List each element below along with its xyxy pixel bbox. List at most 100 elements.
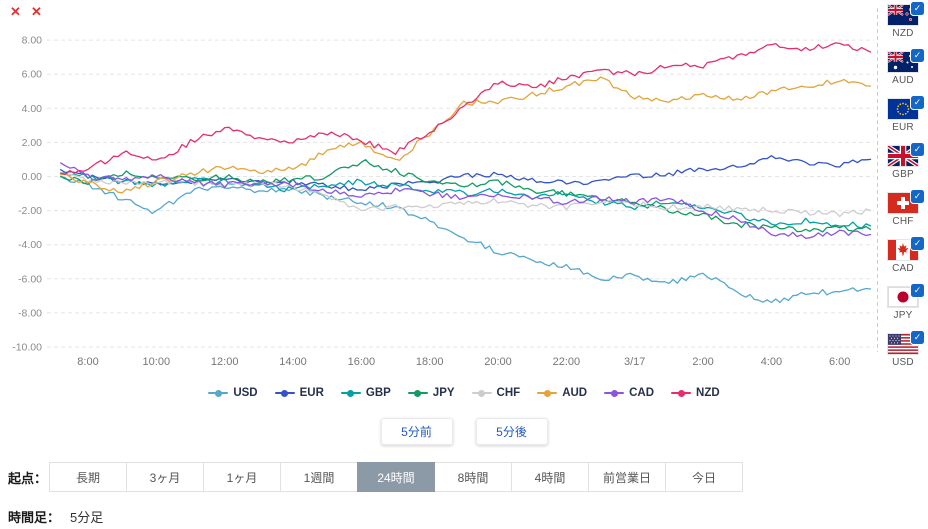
step-forward-5min-button[interactable]: 5分後: [475, 418, 548, 445]
jpy-checkbox[interactable]: ✓: [911, 284, 924, 297]
legend-item-cad[interactable]: CAD: [604, 387, 654, 399]
step-back-5min-button[interactable]: 5分前: [380, 418, 453, 445]
legend-item-nzd[interactable]: NZD: [671, 387, 720, 399]
timeframe-label: 時間足：: [8, 510, 61, 525]
x-axis-label: 22:00: [553, 356, 581, 368]
y-axis-label: 8.00: [22, 35, 43, 47]
chart-legend: USD EUR GBP JPY CHF AUD CAD NZD: [0, 384, 928, 402]
legend-label: USD: [233, 387, 258, 399]
currency-toggle-eur[interactable]: ✓ EUR: [880, 96, 926, 134]
x-axis-label: 16:00: [348, 356, 376, 368]
cad-legend-marker-icon: [604, 389, 625, 398]
aud-line: [60, 76, 872, 194]
origin-button-prev-business-day[interactable]: 前営業日: [588, 462, 666, 492]
currency-toggle-jpy[interactable]: ✓ JPY: [880, 284, 926, 322]
origin-button-group: 長期 3ヶ月 1ヶ月 1週間 24時間 8時間 4時間 前営業日 今日: [49, 462, 743, 492]
y-axis-label: -8.00: [18, 307, 42, 319]
x-axis-label: 2:00: [692, 356, 713, 368]
close-icon[interactable]: ✕: [31, 4, 42, 19]
currency-toggle-gbp[interactable]: ✓ GBP: [880, 143, 926, 181]
origin-button-1-month[interactable]: 1ヶ月: [203, 462, 281, 492]
y-axis-label: 2.00: [22, 137, 43, 149]
close-icon[interactable]: ✕: [10, 4, 21, 19]
y-axis-label: -2.00: [18, 205, 42, 217]
legend-label: NZD: [696, 387, 720, 399]
legend-label: CAD: [629, 387, 655, 399]
origin-label: 起点：: [8, 470, 48, 486]
currency-code-label: USD: [892, 357, 914, 368]
x-axis-label: 18:00: [416, 356, 444, 368]
origin-button-8-hours[interactable]: 8時間: [434, 462, 512, 492]
aud-checkbox[interactable]: ✓: [911, 49, 924, 62]
origin-button-3-months[interactable]: 3ヶ月: [126, 462, 204, 492]
legend-label: JPY: [432, 387, 455, 399]
timeframe-row: 時間足： 5分足: [8, 507, 928, 526]
usd-flag-icon: [888, 334, 918, 354]
y-axis-label: -4.00: [18, 239, 42, 251]
currency-toggle-usd[interactable]: ✓ USD: [880, 331, 926, 369]
x-axis-label: 8:00: [77, 356, 98, 368]
legend-item-chf[interactable]: CHF: [471, 387, 520, 399]
legend-label: EUR: [299, 387, 324, 399]
cad-flag-icon: [888, 240, 918, 260]
currency-code-label: GBP: [892, 169, 914, 180]
x-axis-label: 6:00: [829, 356, 850, 368]
nzd-flag-icon: [888, 5, 918, 25]
currency-code-label: CHF: [892, 216, 914, 227]
origin-selector-row: 起点： 長期 3ヶ月 1ヶ月 1週間 24時間 8時間 4時間 前営業日 今日: [8, 462, 928, 492]
legend-item-jpy[interactable]: JPY: [407, 387, 455, 399]
chf-line: [60, 173, 872, 218]
x-axis-label: 4:00: [761, 356, 782, 368]
jpy-legend-marker-icon: [407, 389, 428, 398]
origin-button-today[interactable]: 今日: [665, 462, 743, 492]
y-axis-label: 0.00: [22, 171, 43, 183]
legend-item-aud[interactable]: AUD: [537, 387, 587, 399]
chf-legend-marker-icon: [471, 389, 492, 398]
usd-line: [60, 175, 872, 304]
x-axis-label: 14:00: [279, 356, 307, 368]
currency-toggle-aud[interactable]: ✓ AUD: [880, 49, 926, 87]
usd-legend-marker-icon: [208, 389, 229, 398]
y-axis-label: -10.00: [12, 342, 42, 354]
legend-item-eur[interactable]: EUR: [274, 387, 324, 399]
nzd-legend-marker-icon: [671, 389, 692, 398]
jpy-flag-icon: [888, 287, 918, 307]
currency-toggle-nzd[interactable]: ✓ NZD: [880, 2, 926, 40]
currency-toggle-cad[interactable]: ✓ CAD: [880, 237, 926, 275]
currency-code-label: NZD: [892, 28, 914, 39]
gbp-line: [60, 172, 872, 229]
y-axis-label: 6.00: [22, 69, 43, 81]
nzd-line: [60, 42, 872, 176]
legend-item-gbp[interactable]: GBP: [340, 387, 391, 399]
legend-label: AUD: [562, 387, 588, 399]
currency-code-label: JPY: [893, 310, 913, 321]
currency-toggle-chf[interactable]: ✓ CHF: [880, 190, 926, 228]
origin-button-4-hours[interactable]: 4時間: [511, 462, 589, 492]
y-axis-label: 4.00: [22, 103, 43, 115]
legend-item-usd[interactable]: USD: [208, 387, 258, 399]
cad-checkbox[interactable]: ✓: [911, 237, 924, 250]
nzd-checkbox[interactable]: ✓: [911, 2, 924, 15]
chf-checkbox[interactable]: ✓: [911, 190, 924, 203]
usd-checkbox[interactable]: ✓: [911, 331, 924, 344]
currency-code-label: CAD: [892, 263, 914, 274]
x-axis-label: 3/17: [624, 356, 645, 368]
currency-code-label: AUD: [892, 75, 914, 86]
eur-checkbox[interactable]: ✓: [911, 96, 924, 109]
currency-strength-chart[interactable]: 8.00 6.00 4.00 2.00 0.00 -2.00 -4.00 -6.00 -8.00…: [0, 0, 928, 375]
timeframe-value: 5分足: [70, 510, 104, 525]
legend-label: GBP: [365, 387, 391, 399]
origin-button-24-hours[interactable]: 24時間: [357, 462, 435, 492]
aud-legend-marker-icon: [537, 389, 558, 398]
chart-area: 8.00 6.00 4.00 2.00 0.00 -2.00 -4.00 -6.00 -8.00…: [0, 0, 928, 375]
origin-button-1-week[interactable]: 1週間: [280, 462, 358, 492]
jpy-line: [60, 159, 872, 233]
cad-line: [60, 162, 872, 239]
origin-button-long-term[interactable]: 長期: [49, 462, 127, 492]
currency-toggle-column: ✓ NZD ✓ AUD: [880, 2, 926, 369]
currency-code-label: EUR: [892, 122, 914, 133]
chf-flag-icon: [888, 193, 918, 213]
gbp-checkbox[interactable]: ✓: [911, 143, 924, 156]
gbp-flag-icon: [888, 146, 918, 166]
